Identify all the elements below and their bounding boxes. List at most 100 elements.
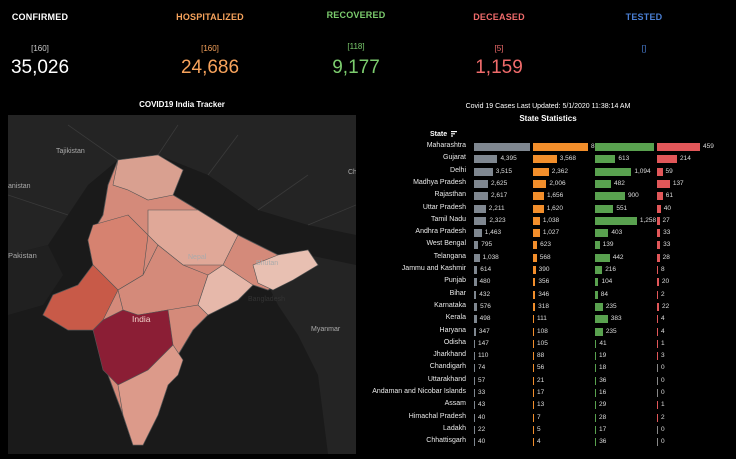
hospitalized-bar[interactable]: [533, 352, 534, 361]
deceased-bar[interactable]: [657, 389, 658, 397]
hospitalized-bar[interactable]: [533, 266, 536, 274]
state-column-header[interactable]: State: [430, 131, 458, 138]
deceased-bar[interactable]: [657, 229, 661, 238]
hospitalized-bar[interactable]: [533, 241, 538, 250]
hospitalized-bar[interactable]: [533, 253, 537, 262]
hospitalized-bar[interactable]: [533, 401, 534, 410]
deceased-bar[interactable]: [657, 241, 661, 250]
confirmed-bar[interactable]: [474, 179, 488, 188]
confirmed-bar[interactable]: [474, 253, 480, 262]
table-row[interactable]: Ladakh 22 5 17 0: [360, 424, 736, 436]
sort-icon[interactable]: [451, 131, 458, 137]
deceased-bar[interactable]: [657, 425, 658, 434]
hospitalized-bar[interactable]: [533, 143, 588, 151]
recovered-bar[interactable]: [595, 204, 614, 213]
hospitalized-bar[interactable]: [533, 364, 534, 373]
hospitalized-bar[interactable]: [533, 167, 549, 176]
hospitalized-bar[interactable]: [533, 389, 534, 397]
recovered-bar[interactable]: [595, 143, 654, 151]
recovered-bar[interactable]: [595, 327, 603, 336]
confirmed-bar[interactable]: [474, 352, 475, 361]
confirmed-bar[interactable]: [474, 290, 477, 299]
hospitalized-bar[interactable]: [533, 278, 536, 287]
deceased-bar[interactable]: [657, 376, 658, 385]
hospitalized-bar[interactable]: [533, 179, 547, 188]
recovered-bar[interactable]: [595, 339, 597, 348]
hospitalized-bar[interactable]: [533, 192, 545, 201]
table-row[interactable]: Jharkhand 110 88 19 3: [360, 350, 736, 362]
confirmed-bar[interactable]: [474, 266, 478, 274]
recovered-bar[interactable]: [595, 425, 596, 434]
confirmed-bar[interactable]: [474, 229, 482, 238]
confirmed-bar[interactable]: [474, 216, 487, 225]
hospitalized-bar[interactable]: [533, 376, 534, 385]
confirmed-bar[interactable]: [474, 241, 479, 250]
deceased-bar[interactable]: [657, 339, 658, 348]
deceased-bar[interactable]: [657, 192, 663, 201]
recovered-bar[interactable]: [595, 413, 596, 422]
table-row[interactable]: Andhra Pradesh 1,463 1,027 403 33: [360, 227, 736, 239]
confirmed-bar[interactable]: [474, 143, 530, 151]
recovered-bar[interactable]: [595, 155, 616, 164]
recovered-bar[interactable]: [595, 278, 599, 287]
confirmed-bar[interactable]: [474, 413, 475, 422]
deceased-bar[interactable]: [657, 327, 658, 336]
table-row[interactable]: Andaman and Nicobar Islands 33 17 16 0: [360, 387, 736, 399]
table-row[interactable]: Assam 43 13 29 1: [360, 399, 736, 411]
hospitalized-bar[interactable]: [533, 216, 540, 225]
confirmed-bar[interactable]: [474, 278, 477, 287]
deceased-bar[interactable]: [657, 278, 659, 287]
recovered-bar[interactable]: [595, 389, 596, 397]
recovered-bar[interactable]: [595, 179, 612, 188]
hospitalized-bar[interactable]: [533, 229, 540, 238]
confirmed-bar[interactable]: [474, 204, 486, 213]
deceased-bar[interactable]: [657, 290, 658, 299]
table-row[interactable]: Himachal Pradesh 40 7 28 2: [360, 412, 736, 424]
table-row[interactable]: Madhya Pradesh 2,625 2,006 482 137: [360, 178, 736, 190]
table-row[interactable]: Delhi 3,515 2,362 1,094 59: [360, 166, 736, 178]
confirmed-bar[interactable]: [474, 167, 493, 176]
table-row[interactable]: Rajasthan 2,617 1,656 900 61: [360, 190, 736, 202]
deceased-bar[interactable]: [657, 438, 658, 447]
deceased-bar[interactable]: [657, 266, 658, 274]
table-row[interactable]: Karnataka 576 318 235 22: [360, 301, 736, 313]
deceased-bar[interactable]: [657, 413, 658, 422]
deceased-bar[interactable]: [657, 315, 658, 324]
hospitalized-bar[interactable]: [533, 204, 544, 213]
confirmed-bar[interactable]: [474, 192, 488, 201]
hospitalized-bar[interactable]: [533, 290, 536, 299]
confirmed-bar[interactable]: [474, 364, 475, 373]
confirmed-bar[interactable]: [474, 155, 498, 164]
table-row[interactable]: Jammu and Kashmir 614 390 216 8: [360, 264, 736, 276]
table-row[interactable]: Haryana 347 108 235 4: [360, 326, 736, 338]
recovered-bar[interactable]: [595, 302, 603, 311]
hospitalized-bar[interactable]: [533, 327, 534, 336]
confirmed-bar[interactable]: [474, 376, 475, 385]
table-row[interactable]: Uttar Pradesh 2,211 1,620 551 40: [360, 203, 736, 215]
deceased-bar[interactable]: [657, 143, 700, 151]
deceased-bar[interactable]: [657, 401, 658, 410]
table-row[interactable]: Uttarakhand 57 21 36 0: [360, 375, 736, 387]
confirmed-bar[interactable]: [474, 425, 475, 434]
recovered-bar[interactable]: [595, 192, 625, 201]
table-row[interactable]: Punjab 480 356 104 20: [360, 276, 736, 288]
deceased-bar[interactable]: [657, 352, 658, 361]
deceased-bar[interactable]: [657, 364, 658, 373]
table-row[interactable]: Tamil Nadu 2,323 1,038 1,258 27: [360, 215, 736, 227]
confirmed-bar[interactable]: [474, 315, 477, 324]
table-row[interactable]: Kerala 498 111 383 4: [360, 313, 736, 325]
hospitalized-bar[interactable]: [533, 155, 557, 164]
recovered-bar[interactable]: [595, 229, 609, 238]
india-choropleth-map[interactable]: Tajikistan anistan Pakistan Nepal Bhutan…: [7, 115, 357, 454]
table-row[interactable]: Gujarat 4,395 3,568 613 214: [360, 153, 736, 165]
confirmed-bar[interactable]: [474, 327, 476, 336]
confirmed-bar[interactable]: [474, 339, 475, 348]
deceased-bar[interactable]: [657, 302, 660, 311]
recovered-bar[interactable]: [595, 290, 598, 299]
recovered-bar[interactable]: [595, 315, 608, 324]
deceased-bar[interactable]: [657, 216, 660, 225]
hospitalized-bar[interactable]: [533, 315, 534, 324]
table-row[interactable]: Maharashtra10,4988,2661,773459: [360, 141, 736, 153]
table-row[interactable]: Odisha 147 105 41 1: [360, 338, 736, 350]
recovered-bar[interactable]: [595, 167, 632, 176]
